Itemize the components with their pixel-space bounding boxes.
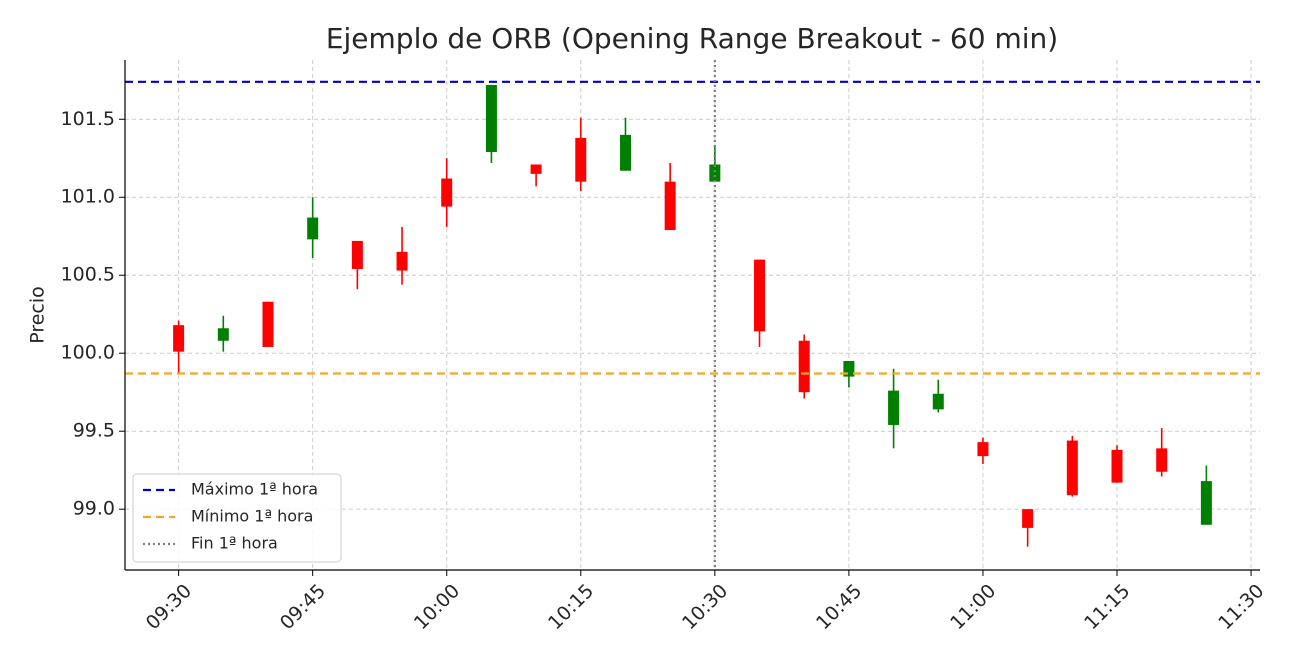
x-tick-label: 09:30 [142,580,196,634]
candle-body [1022,509,1034,528]
candle-body [351,240,363,269]
y-tick-label: 101.0 [61,186,115,208]
legend-label: Fin 1ª hora [191,534,278,553]
x-tick-label: 11:30 [1214,580,1268,634]
candle-body [1111,449,1123,483]
x-tick-label: 11:00 [946,580,1000,634]
candle-body [932,393,944,410]
candle-body [888,390,900,425]
candle-body [1066,440,1078,496]
legend-label: Mínimo 1ª hora [191,507,313,526]
x-tick-label: 10:00 [410,580,464,634]
candle-body [664,181,676,230]
candle-body [441,178,453,207]
candle-body [1200,481,1212,525]
candle-body [575,137,587,182]
candle-body [709,164,721,182]
candle-body [217,328,229,341]
x-tick-label: 10:30 [678,580,732,634]
candle-body [262,301,274,347]
legend-box [132,473,342,563]
y-tick-label: 100.5 [61,264,115,286]
legend-label: Máximo 1ª hora [191,480,318,499]
x-tick-label: 10:45 [812,580,866,634]
candle-body [843,361,855,377]
candle-body [530,164,542,174]
candle-body [485,84,497,153]
x-tick-label: 11:15 [1080,580,1134,634]
x-tick-label: 09:45 [276,580,330,634]
candle-body [619,134,631,171]
y-tick-label: 100.0 [61,342,115,364]
chart-title: Ejemplo de ORB (Opening Range Breakout -… [326,22,1058,55]
candle-body [977,442,989,457]
legend: Máximo 1ª hora Mínimo 1ª hora Fin 1ª hora [132,473,342,563]
candle-body [754,259,766,332]
y-tick-label: 99.5 [73,420,115,442]
candle-body [798,340,810,393]
x-tick-label: 10:15 [544,580,598,634]
candle-body [396,251,408,271]
y-tick-label: 101.5 [61,108,115,130]
candle-body [173,325,185,352]
y-tick-label: 99.0 [73,498,115,520]
candle-body [307,217,319,240]
y-axis-label: Precio [27,286,49,344]
candle-body [1156,448,1168,472]
